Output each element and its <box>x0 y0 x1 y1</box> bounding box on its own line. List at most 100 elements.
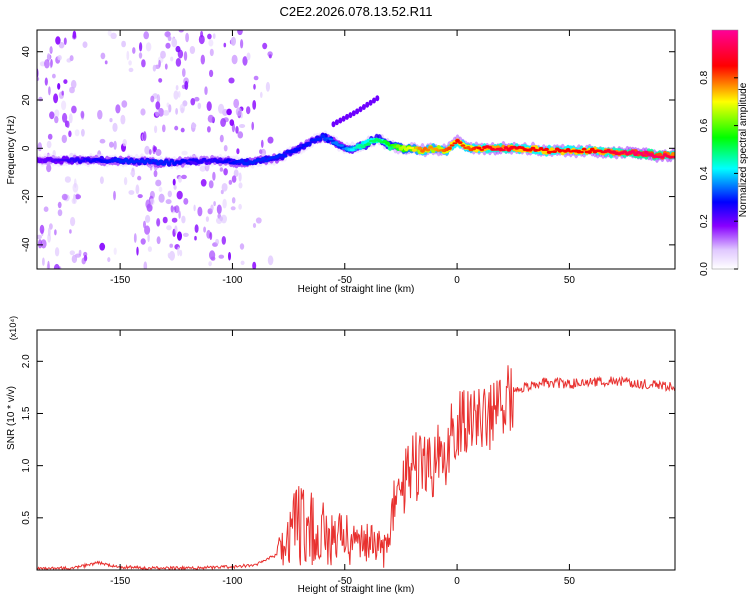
ridge-cell <box>385 141 390 145</box>
snr-x-label: Height of straight line (km) <box>298 584 415 595</box>
ridge-cell <box>317 137 323 141</box>
noise-speckle <box>128 67 134 73</box>
noise-speckle <box>153 170 158 178</box>
ridge-cell <box>166 162 172 165</box>
noise-speckle <box>267 136 274 144</box>
ridge-cell <box>449 144 455 147</box>
noise-speckle <box>208 261 212 267</box>
noise-speckle <box>236 148 240 155</box>
ridge-cell <box>350 148 355 152</box>
noise-speckle <box>179 249 183 257</box>
ridge-cell <box>670 155 675 159</box>
noise-speckle <box>246 106 251 115</box>
ridge-cell <box>366 142 371 146</box>
noise-speckle <box>165 199 172 205</box>
noise-speckle <box>194 235 197 241</box>
ridge-cell <box>263 160 269 163</box>
noise-speckle <box>167 190 172 198</box>
noise-speckle <box>58 42 65 49</box>
ridge-cell <box>145 159 150 162</box>
snr-y-label: SNR (10 * v/v) <box>6 386 17 450</box>
noise-speckle <box>113 190 116 201</box>
noise-speckle <box>176 190 183 200</box>
ridge-cell <box>641 154 646 157</box>
colorbar-gradient <box>711 29 739 270</box>
colorbar-tick-label: 0.4 <box>699 166 710 180</box>
noise-speckle <box>110 32 117 39</box>
ridge-cell <box>164 160 169 163</box>
noise-speckle <box>175 85 179 91</box>
ridge-cell <box>638 151 644 155</box>
noise-speckle <box>156 218 161 227</box>
colorbar: 0.0 0.2 0.4 0.6 0.8 Normalized spectral ampl… <box>699 29 749 276</box>
noise-speckle <box>47 260 50 269</box>
y-tick-label: 0.5 <box>21 510 32 524</box>
noise-speckle <box>68 130 72 138</box>
noise-speckle <box>209 48 214 57</box>
noise-speckle <box>37 142 42 152</box>
noise-speckle <box>158 186 163 193</box>
ridge-cell <box>409 146 415 150</box>
colorbar-tick-label: 0.8 <box>699 70 710 84</box>
noise-speckle <box>253 75 259 81</box>
noise-speckle <box>46 164 52 173</box>
noise-speckle <box>57 83 61 90</box>
noise-speckle <box>226 108 232 116</box>
noise-speckle <box>145 214 151 223</box>
noise-speckle <box>164 63 168 70</box>
noise-speckle <box>175 58 182 67</box>
colorbar-ticks: 0.0 0.2 0.4 0.6 0.8 <box>699 70 738 276</box>
ridge-cell <box>199 160 204 164</box>
ridge-cell <box>412 148 417 152</box>
noise-speckle <box>228 77 235 84</box>
noise-speckle <box>144 145 150 155</box>
noise-speckle <box>237 131 244 139</box>
noise-speckle <box>199 165 206 172</box>
ridge-cell <box>460 144 466 147</box>
noise-speckle <box>54 247 60 257</box>
ridge-cell <box>306 142 312 145</box>
noise-speckle <box>61 134 67 144</box>
noise-speckle <box>158 59 161 68</box>
noise-speckle <box>229 119 235 126</box>
noise-speckle <box>81 257 86 265</box>
noise-speckle <box>219 216 224 222</box>
noise-speckle <box>164 31 171 38</box>
noise-speckle <box>133 233 137 243</box>
ridge-cell <box>360 145 366 149</box>
noise-speckle <box>168 104 172 113</box>
y-tick-label: 1.0 <box>21 458 32 472</box>
ridge-cell <box>298 146 304 149</box>
noise-speckle <box>69 250 76 256</box>
noise-speckle <box>64 176 71 183</box>
snr-x-axis: -150 -100 -50 0 50 <box>110 330 575 587</box>
noise-speckle <box>81 128 85 137</box>
noise-speckle <box>39 61 46 67</box>
y-tick-label: -40 <box>21 237 32 252</box>
noise-speckle <box>46 140 52 149</box>
noise-speckle <box>52 73 56 79</box>
x-tick-label: 50 <box>564 576 576 587</box>
spectrogram-x-axis: -150 -100 -50 0 50 <box>110 30 575 286</box>
spectrogram-x-label: Height of straight line (km) <box>298 284 415 295</box>
y-tick-label: 40 <box>21 46 32 58</box>
noise-speckle <box>205 216 209 222</box>
noise-speckle <box>253 83 256 90</box>
ridge-cell <box>501 149 506 152</box>
noise-speckle <box>182 68 186 78</box>
noise-speckle <box>216 204 222 215</box>
noise-speckle <box>162 216 168 224</box>
x-tick-label: 0 <box>454 275 460 286</box>
ridge-cell <box>401 145 406 149</box>
noise-speckle <box>57 55 62 61</box>
noise-speckle <box>42 257 45 266</box>
ridge-cell <box>320 134 326 139</box>
noise-speckle <box>219 167 224 172</box>
noise-speckle <box>61 100 67 111</box>
x-tick-label: -50 <box>338 275 353 286</box>
side-band-cell <box>341 115 346 122</box>
noise-speckle <box>169 243 173 248</box>
noise-speckle <box>40 239 47 249</box>
noise-speckle <box>184 80 189 90</box>
colorbar-tick-label: 0.0 <box>699 262 710 276</box>
